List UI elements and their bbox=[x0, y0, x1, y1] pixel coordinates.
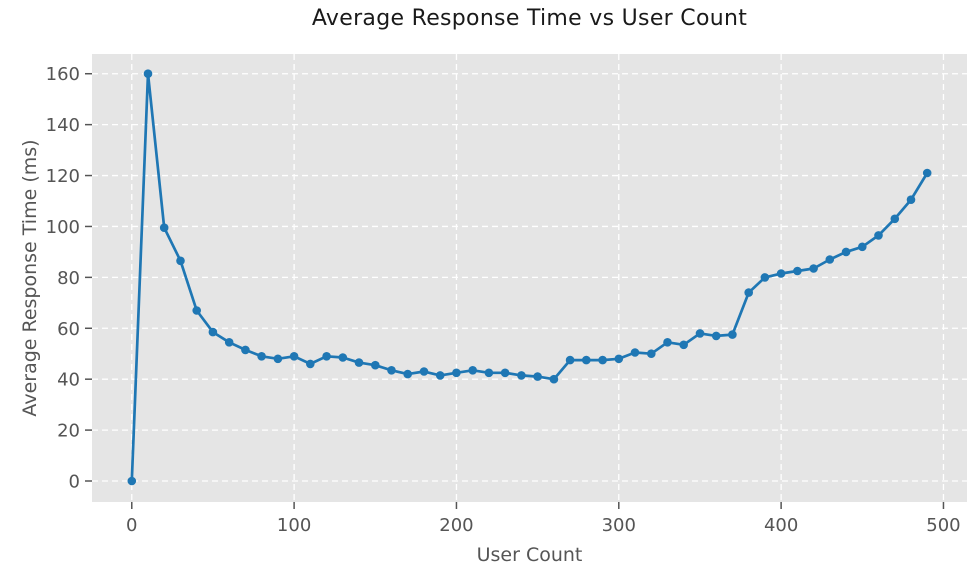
data-point-marker bbox=[825, 255, 835, 264]
data-point-marker bbox=[338, 353, 348, 362]
data-point-marker bbox=[435, 371, 445, 380]
y-tick-label: 60 bbox=[57, 319, 80, 340]
data-point-marker bbox=[582, 355, 591, 365]
data-point-marker bbox=[760, 273, 770, 282]
data-point-marker bbox=[614, 354, 624, 364]
data-point-marker bbox=[500, 368, 510, 378]
y-tick-label: 0 bbox=[69, 472, 80, 493]
data-point-marker bbox=[647, 349, 656, 359]
data-point-marker bbox=[890, 214, 900, 224]
data-point-marker bbox=[371, 360, 380, 370]
data-point-marker bbox=[127, 476, 137, 486]
data-point-marker bbox=[906, 195, 916, 204]
data-point-marker bbox=[744, 288, 753, 297]
data-point-marker bbox=[159, 223, 169, 232]
y-tick-label: 40 bbox=[57, 370, 80, 391]
x-tick-label: 500 bbox=[926, 515, 960, 536]
data-point-marker bbox=[776, 269, 786, 278]
data-point-marker bbox=[387, 366, 396, 375]
data-point-marker bbox=[354, 358, 364, 367]
data-point-marker bbox=[192, 306, 201, 315]
chart-title: Average Response Time vs User Count bbox=[311, 6, 748, 31]
data-point-marker bbox=[809, 264, 818, 273]
data-point-marker bbox=[533, 372, 542, 381]
data-point-marker bbox=[322, 352, 331, 361]
y-axis-label: Average Response Time (ms) bbox=[19, 139, 41, 417]
data-point-marker bbox=[679, 340, 688, 350]
data-point-marker bbox=[273, 354, 283, 364]
data-point-marker bbox=[793, 266, 802, 276]
data-point-marker bbox=[841, 247, 851, 257]
data-point-marker bbox=[257, 352, 266, 361]
x-tick-label: 100 bbox=[277, 515, 311, 536]
data-point-marker bbox=[711, 331, 721, 341]
data-point-marker bbox=[858, 242, 867, 252]
data-point-marker bbox=[484, 368, 494, 378]
x-tick-label: 400 bbox=[764, 515, 798, 536]
data-point-marker bbox=[452, 368, 461, 378]
y-tick-label: 100 bbox=[46, 217, 80, 238]
y-tick-label: 80 bbox=[57, 268, 80, 289]
data-point-marker bbox=[403, 369, 413, 379]
x-axis-label: User Count bbox=[476, 544, 583, 566]
data-point-marker bbox=[468, 366, 478, 375]
data-point-marker bbox=[176, 256, 185, 266]
data-point-marker bbox=[241, 345, 250, 355]
data-point-marker bbox=[874, 231, 883, 240]
data-point-marker bbox=[224, 338, 234, 347]
x-tick-label: 300 bbox=[602, 515, 636, 536]
data-point-marker bbox=[289, 352, 299, 361]
data-point-marker bbox=[663, 338, 672, 347]
data-point-marker bbox=[565, 355, 575, 365]
x-tick-label: 200 bbox=[439, 515, 473, 536]
x-tick-label: 0 bbox=[126, 515, 137, 536]
data-point-marker bbox=[208, 327, 218, 337]
data-point-marker bbox=[143, 69, 153, 78]
data-point-marker bbox=[728, 330, 737, 339]
data-point-marker bbox=[598, 355, 607, 365]
data-point-marker bbox=[695, 329, 705, 338]
y-tick-label: 20 bbox=[57, 421, 80, 442]
y-tick-label: 140 bbox=[46, 115, 80, 136]
data-point-marker bbox=[549, 374, 559, 384]
y-tick-label: 160 bbox=[46, 64, 80, 85]
y-tick-label: 120 bbox=[46, 166, 80, 187]
data-point-marker bbox=[630, 348, 640, 357]
data-point-marker bbox=[922, 168, 932, 178]
data-point-marker bbox=[517, 371, 526, 380]
data-point-marker bbox=[306, 359, 315, 369]
data-point-marker bbox=[419, 367, 429, 376]
